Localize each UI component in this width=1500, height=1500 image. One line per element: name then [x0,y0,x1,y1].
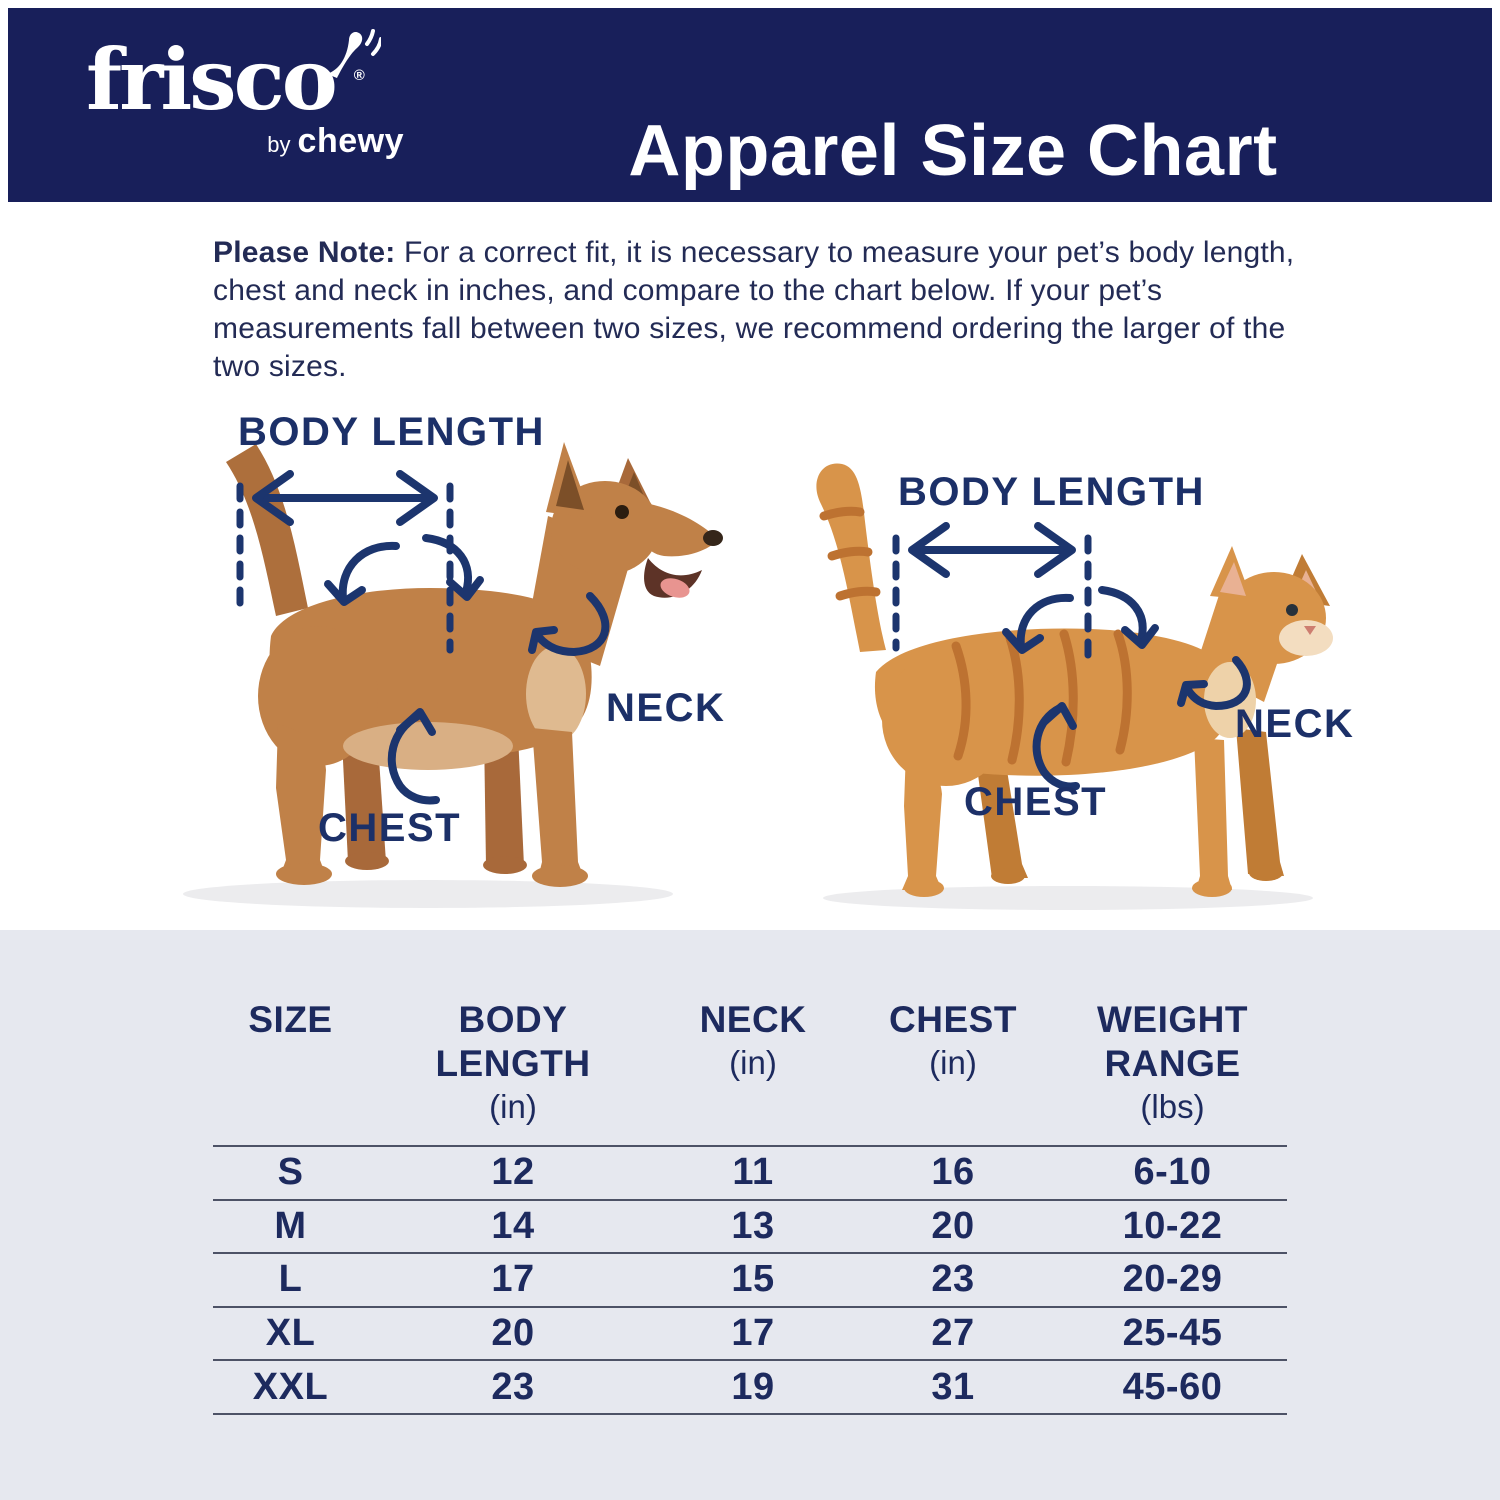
cell-body-length: 17 [491,1258,535,1301]
header: frisco ® by chewy Apparel Size Chart [8,8,1492,202]
column-header-weight-range: WEIGHT RANGE (lbs) [1097,999,1248,1125]
cell-body-length: 23 [491,1365,535,1408]
cat-neck-label: NECK [1235,702,1355,746]
cell-body-length: 14 [491,1204,535,1247]
cell-weight-range: 6-10 [1133,1151,1212,1194]
cell-size: XL [265,1312,316,1355]
cell-chest: 27 [931,1312,975,1355]
cat-shadow [823,886,1313,910]
dog-measurement-arrows [236,470,610,805]
note-text: For a correct fit, it is necessary to me… [213,236,1295,383]
note-label: Please Note: [213,236,396,269]
column-header-chest: CHEST (in) [889,999,1017,1081]
cat-body-length-label: BODY LENGTH [898,470,1205,514]
column-header-body-length: BODY LENGTH (in) [435,999,591,1125]
cat-illustration [816,463,1333,910]
table-row-xxl: XXL 23 19 31 45-60 [213,1361,1287,1415]
table-row-m: M 14 13 20 10-22 [213,1201,1287,1255]
cell-neck: 15 [731,1258,775,1301]
cell-weight-range: 20-29 [1122,1258,1223,1301]
cat-chest-label: CHEST [964,780,1108,824]
byline-by-text: by [267,132,291,157]
cell-neck: 11 [732,1151,774,1194]
page-title: Apparel Size Chart [628,111,1278,192]
table-row-s: S 12 11 16 6-10 [213,1147,1287,1201]
cell-size: XXL [252,1365,329,1408]
dog-shadow [183,880,673,908]
cell-body-length: 20 [491,1312,535,1355]
dog-body [226,442,723,887]
frisco-wordmark: frisco ® [86,29,381,122]
size-table: SIZE BODY LENGTH (in) NECK (in) CHEST (i… [213,998,1287,1415]
dog-body-length-label: BODY LENGTH [238,410,545,454]
frisco-logo: frisco ® by chewy [86,29,406,161]
chewy-brand-text: chewy [297,122,404,160]
column-header-size: SIZE [248,999,333,1040]
dog-neck-label: NECK [606,686,726,730]
cell-neck: 17 [731,1312,775,1355]
dog-chest-label: CHEST [318,806,462,850]
size-table-header-row: SIZE BODY LENGTH (in) NECK (in) CHEST (i… [213,998,1287,1147]
cell-size: M [274,1204,307,1247]
cell-size: S [277,1151,304,1194]
cell-weight-range: 45-60 [1122,1365,1223,1408]
by-chewy-byline: by chewy [86,122,406,161]
dog-diagram: BODY LENGTH NECK CHEST [128,398,753,926]
dog-illustration [183,442,723,908]
cat-body [816,463,1333,897]
table-row-xl: XL 20 17 27 25-45 [213,1308,1287,1362]
cell-weight-range: 25-45 [1122,1312,1223,1355]
table-row-l: L 17 15 23 20-29 [213,1254,1287,1308]
frisco-brand-text: frisco [86,30,338,129]
column-header-neck: NECK (in) [699,999,807,1081]
cell-weight-range: 10-22 [1122,1204,1223,1247]
cell-size: L [278,1258,303,1301]
cat-measurement-arrows [892,522,1251,791]
registered-trademark: ® [353,67,365,84]
note-paragraph: Please Note: For a correct fit, it is ne… [213,234,1303,386]
cell-chest: 23 [931,1258,975,1301]
cat-tail-flourish-icon [326,29,381,78]
size-table-section: SIZE BODY LENGTH (in) NECK (in) CHEST (i… [0,930,1500,1500]
cell-chest: 16 [931,1151,975,1194]
cell-body-length: 12 [491,1151,535,1194]
cell-neck: 19 [731,1365,775,1408]
measurement-diagrams: BODY LENGTH NECK CHEST [0,398,1500,930]
cell-neck: 13 [731,1204,775,1247]
cell-chest: 31 [931,1365,975,1408]
cell-chest: 20 [931,1204,975,1247]
cat-diagram: BODY LENGTH NECK CHEST [758,420,1423,925]
